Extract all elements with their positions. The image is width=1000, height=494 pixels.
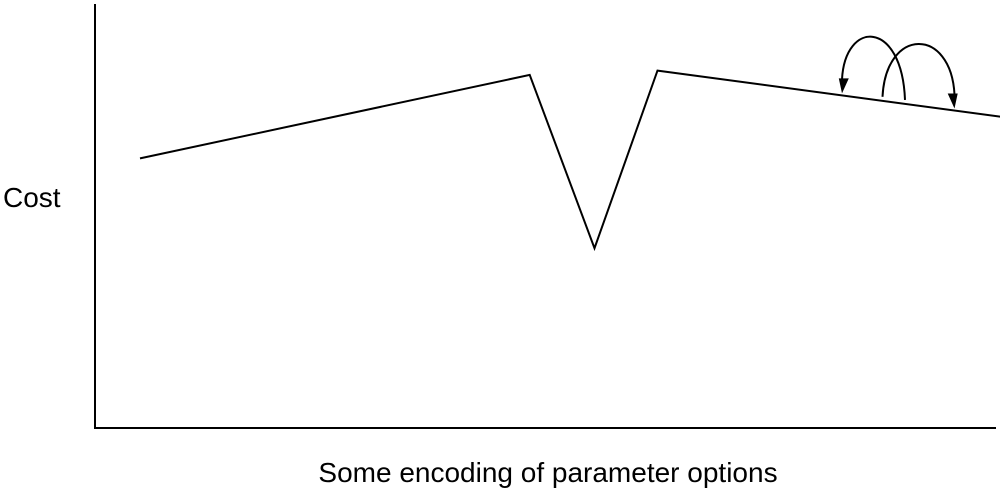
annotation-layer [838,35,958,109]
x-axis-label: Some encoding of parameter options [318,457,777,488]
series-layer [139,69,1000,252]
hop-arrow-arc [841,35,906,100]
y-axis-label: Cost [3,182,61,213]
hop-arrow-arc [881,43,956,97]
cost-series-line [139,69,1000,252]
arrow-head-icon [947,93,958,109]
arrow-head-icon [838,78,849,94]
